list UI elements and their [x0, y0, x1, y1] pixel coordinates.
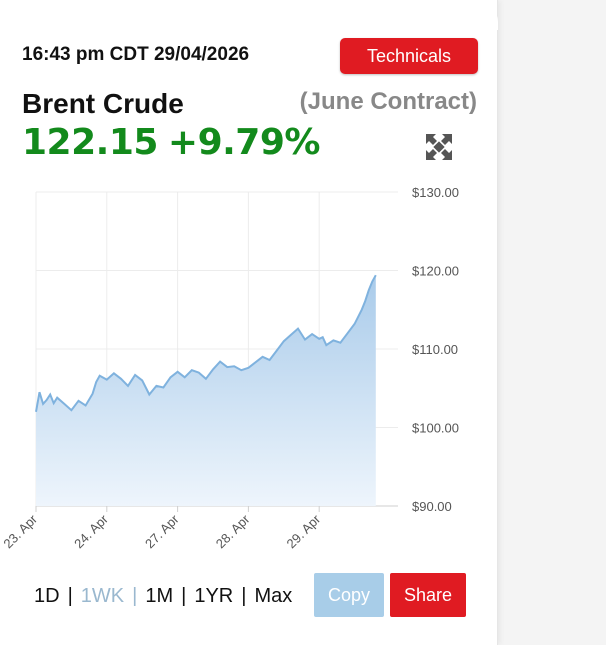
- period-1d[interactable]: 1D: [34, 585, 60, 607]
- period-1m[interactable]: 1M: [145, 585, 174, 607]
- period-max[interactable]: Max: [254, 585, 293, 607]
- x-tick-label: 28. Apr: [213, 511, 253, 551]
- copy-button[interactable]: Copy: [314, 573, 384, 617]
- period-separator: |: [241, 585, 247, 607]
- instrument-name: Brent Crude: [22, 88, 184, 119]
- quote-timestamp: 16:43 pm CDT 29/04/2026: [22, 44, 250, 65]
- last-price: 122.15: [22, 122, 158, 163]
- period-1yr[interactable]: 1YR: [194, 585, 234, 607]
- period-separator: |: [67, 585, 73, 607]
- card-top: [0, 0, 498, 30]
- price-line: 122.15 +9.79%: [22, 122, 330, 163]
- expand-arrows-icon[interactable]: [424, 132, 454, 162]
- quote-card: 16:43 pm CDT 29/04/2026 Technicals Brent…: [0, 0, 498, 645]
- x-tick-label: 23. Apr: [0, 511, 40, 551]
- share-button[interactable]: Share: [390, 573, 466, 617]
- period-separator: |: [132, 585, 138, 607]
- period-selector: 1D | 1WK | 1M | 1YR | Max: [34, 585, 292, 608]
- y-tick-label: $120.00: [412, 264, 459, 279]
- price-chart: $130.00 $120.00 $110.00 $100.00 $90.00 23. A…: [0, 185, 459, 551]
- y-tick-label: $130.00: [412, 185, 459, 200]
- technicals-button[interactable]: Technicals: [340, 38, 478, 74]
- x-tick-label: 29. Apr: [284, 511, 324, 551]
- contract-label: (June Contract): [299, 88, 477, 115]
- y-tick-label: $90.00: [412, 499, 452, 514]
- percent-change: +9.79%: [167, 122, 321, 163]
- period-1wk[interactable]: 1WK: [80, 585, 125, 607]
- x-tick-label: 27. Apr: [142, 511, 182, 551]
- price-area: [36, 275, 376, 506]
- price-line-series: [35, 274, 377, 412]
- period-separator: |: [181, 585, 187, 607]
- y-tick-label: $110.00: [412, 342, 458, 357]
- y-tick-label: $100.00: [412, 421, 459, 436]
- x-tick-label: 24. Apr: [71, 511, 111, 551]
